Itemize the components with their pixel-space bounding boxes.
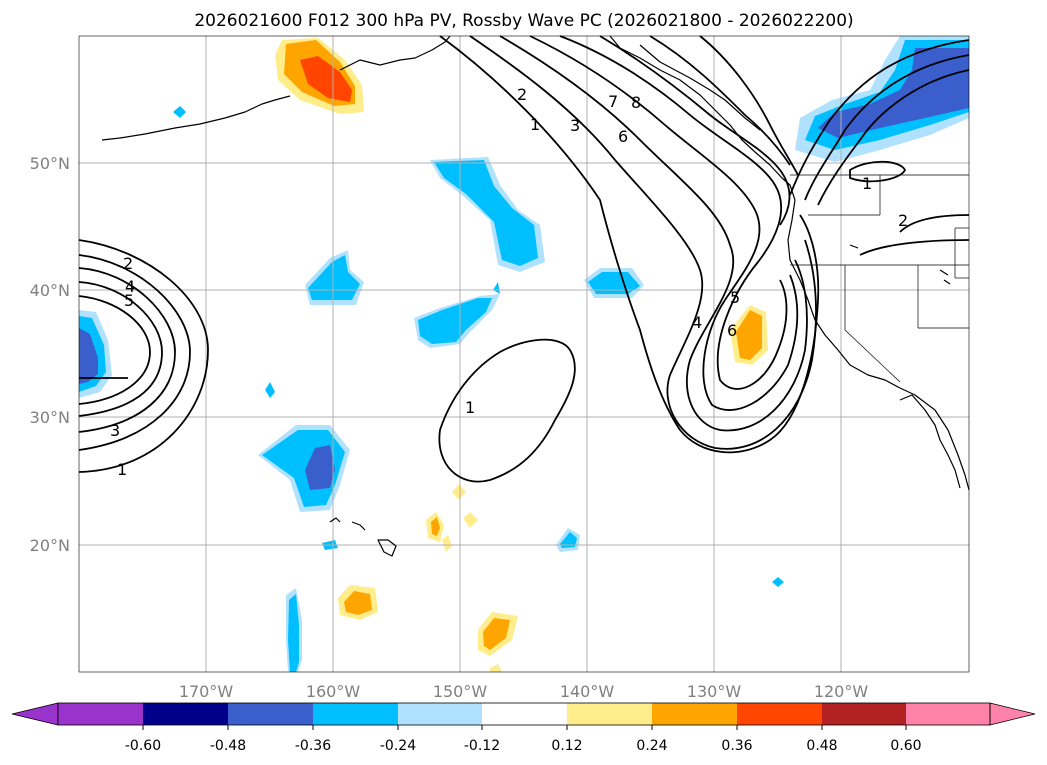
contour-label: 3 xyxy=(570,116,580,135)
colorbar-min-extend xyxy=(11,702,59,726)
colorbar-segment xyxy=(313,703,398,725)
contour-label: 1 xyxy=(117,460,127,479)
lat-label: 30°N xyxy=(30,408,70,427)
colorbar-segment xyxy=(567,703,652,725)
positive-anomaly-alaska xyxy=(275,38,364,114)
colorbar-max-extend xyxy=(989,702,1036,726)
contour-label: 2 xyxy=(898,211,908,230)
contour-label: 1 xyxy=(862,174,872,193)
pv-shading xyxy=(79,36,969,672)
colorbar-tick-label: 0.24 xyxy=(636,738,667,754)
borders xyxy=(790,174,969,383)
colorbar-segment xyxy=(652,703,737,725)
lon-label: 150°W xyxy=(433,682,488,701)
colorbar-tick-label: -0.12 xyxy=(464,738,500,754)
map-area: 2 4 5 3 1 1 2 1 3 7 8 6 5 4 6 1 2 xyxy=(78,35,970,673)
contour-label: 2 xyxy=(123,254,133,273)
colorbar: -0.60 -0.48 -0.36 -0.24 -0.12 0.12 0.24 … xyxy=(11,702,1036,754)
colorbar-tick-label: 0.48 xyxy=(806,738,837,754)
colorbar-segment xyxy=(58,703,143,725)
colorbar-tick-label: 0.12 xyxy=(551,738,582,754)
lon-label: 130°W xyxy=(687,682,742,701)
lon-label: 140°W xyxy=(560,682,615,701)
contour-label: 5 xyxy=(124,291,134,310)
colorbar-tick-label: -0.24 xyxy=(380,738,416,754)
negative-anomaly-central xyxy=(79,106,784,672)
colorbar-tick-label: 0.60 xyxy=(890,738,921,754)
contour-label: 4 xyxy=(125,277,135,296)
colorbar-tick-label: -0.60 xyxy=(125,738,161,754)
colorbar-segment xyxy=(906,703,990,725)
lat-label: 20°N xyxy=(30,536,70,555)
colorbar-segment xyxy=(822,703,906,725)
colorbar-segment xyxy=(398,703,482,725)
colorbar-frame xyxy=(57,702,991,726)
map-title: 2026021600 F012 300 hPa PV, Rossby Wave … xyxy=(194,11,853,31)
colorbar-tick-label: -0.48 xyxy=(210,738,246,754)
lat-axis: 50°N 40°N 30°N 20°N xyxy=(30,154,70,555)
contour-label: 1 xyxy=(530,115,540,134)
contour-labels: 2 4 5 3 1 1 2 1 3 7 8 6 5 4 6 1 2 xyxy=(110,85,908,479)
contour-label: 8 xyxy=(631,93,641,112)
contour-label: 6 xyxy=(727,321,737,340)
pc-contours xyxy=(78,35,970,483)
contour-label: 7 xyxy=(608,92,618,111)
map-frame xyxy=(78,35,970,673)
lon-label: 160°W xyxy=(306,682,361,701)
colorbar-ticks xyxy=(142,725,907,730)
colorbar-segment xyxy=(228,703,313,725)
lat-label: 40°N xyxy=(30,281,70,300)
contour-label: 3 xyxy=(110,421,120,440)
colorbar-tick-label: -0.36 xyxy=(295,738,331,754)
contour-label: 1 xyxy=(465,398,475,417)
contour-label: 2 xyxy=(517,85,527,104)
lon-label: 120°W xyxy=(814,682,869,701)
contour-label: 6 xyxy=(618,127,628,146)
gridlines xyxy=(79,36,969,672)
colorbar-segment xyxy=(737,703,822,725)
lon-label: 170°W xyxy=(179,682,234,701)
colorbar-segment xyxy=(143,703,228,725)
colorbar-tick-labels: -0.60 -0.48 -0.36 -0.24 -0.12 0.12 0.24 … xyxy=(125,738,922,754)
contour-label: 4 xyxy=(692,313,702,332)
lat-label: 50°N xyxy=(30,154,70,173)
lon-axis: 170°W 160°W 150°W 140°W 130°W 120°W xyxy=(179,682,869,701)
positive-anomaly-small xyxy=(338,305,768,672)
colorbar-segment xyxy=(482,703,567,725)
contour-label: 5 xyxy=(730,288,740,307)
coastlines xyxy=(101,35,970,557)
colorbar-tick-label: 0.36 xyxy=(721,738,752,754)
